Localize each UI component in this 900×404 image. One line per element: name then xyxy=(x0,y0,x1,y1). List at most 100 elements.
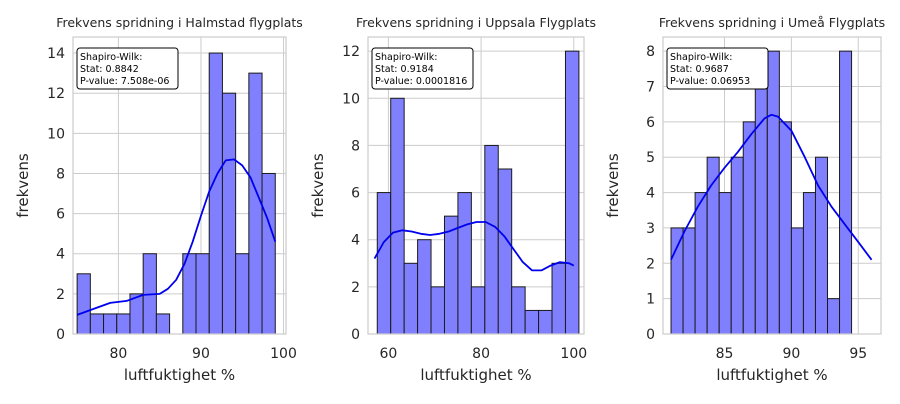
histogram-bar xyxy=(694,192,708,335)
y-tick-label: 12 xyxy=(47,86,65,102)
y-axis-label: frekvens xyxy=(604,153,622,218)
x-tick-label: 85 xyxy=(716,346,734,362)
y-tick-label: 0 xyxy=(56,327,65,343)
kde-line xyxy=(670,113,873,261)
x-tick-label: 100 xyxy=(560,346,587,362)
histogram-bar xyxy=(116,313,131,335)
histogram-bar xyxy=(564,50,580,335)
y-tick-label: 3 xyxy=(646,221,655,237)
x-axis-label: luftfuktighet % xyxy=(124,366,235,384)
y-tick-label: 4 xyxy=(646,186,655,202)
y-tick-label: 6 xyxy=(351,186,360,202)
y-tick-label: 8 xyxy=(351,138,360,154)
axes-frame xyxy=(367,36,585,335)
x-tick-label: 80 xyxy=(109,346,127,362)
y-tick-label: 8 xyxy=(646,44,655,60)
histogram-bar xyxy=(742,121,756,335)
stats-annotation-box xyxy=(371,47,474,90)
stats-annotation-line: Stat: 0.9687 xyxy=(670,64,729,75)
histogram-bar xyxy=(718,192,732,335)
histogram-bar xyxy=(390,97,405,335)
x-tick-label: 95 xyxy=(849,346,867,362)
histogram-bar xyxy=(208,52,223,335)
histogram-bar xyxy=(195,253,210,335)
histogram-bar xyxy=(376,192,392,335)
y-tick-label: 2 xyxy=(351,280,360,296)
histogram-bar xyxy=(682,227,696,335)
histogram-bar xyxy=(155,313,171,335)
histogram-bar xyxy=(235,253,250,335)
x-tick-label: 60 xyxy=(379,346,397,362)
y-tick-label: 2 xyxy=(56,287,65,303)
x-tick-label: 80 xyxy=(472,346,490,362)
histogram-bar xyxy=(430,286,445,335)
histogram-bar xyxy=(730,156,744,335)
histogram-bar xyxy=(443,215,459,335)
y-tick-label: 6 xyxy=(56,207,65,223)
y-tick-label: 0 xyxy=(351,327,360,343)
histogram-bar xyxy=(182,253,197,335)
histogram-bar xyxy=(551,262,566,335)
stats-annotation-line: P-value: 0.0001816 xyxy=(375,76,467,87)
histogram-bar xyxy=(524,309,540,335)
x-tick-label: 90 xyxy=(192,346,210,362)
chart-title: Frekvens spridning i Umeå Flygplats xyxy=(659,15,885,30)
stats-annotation-line: Stat: 0.9184 xyxy=(375,64,434,75)
y-tick-label: 6 xyxy=(646,115,655,131)
y-tick-label: 12 xyxy=(342,44,360,60)
chart-title: Frekvens spridning i Uppsala Flygplats xyxy=(356,15,596,30)
chart-panel-1: 0 2 4 6 8 10 12 14 80 90 100 Frekvens spridning i H… xyxy=(14,15,303,384)
chart-panel-2: 0 2 4 6 8 10 12 60 80 100 Frekvens spridning i Upp… xyxy=(309,15,596,384)
histogram-bar xyxy=(790,227,804,335)
stats-annotation-line: P-value: 0.06953 xyxy=(670,76,750,87)
stats-annotation-line: Stat: 0.8842 xyxy=(80,64,139,75)
y-tick-label: 0 xyxy=(646,327,655,343)
stats-annotation-line: Shapiro-Wilk: xyxy=(670,52,732,63)
histogram-bar xyxy=(221,92,237,335)
histogram-bar xyxy=(766,50,780,335)
x-axis-label: luftfuktighet % xyxy=(716,366,827,384)
histogram-bar xyxy=(89,313,105,335)
histogram-bar xyxy=(497,168,513,335)
x-tick-label: 90 xyxy=(782,346,800,362)
y-tick-label: 7 xyxy=(646,80,655,96)
y-tick-label: 5 xyxy=(646,150,655,166)
kde-line xyxy=(76,158,277,316)
axes-frame xyxy=(72,36,287,335)
histogram-bar xyxy=(261,172,276,335)
histogram-bar xyxy=(802,192,816,335)
histogram-bar xyxy=(76,273,91,335)
histogram-bar xyxy=(457,192,472,335)
histogram-bar xyxy=(511,286,526,335)
chart-panel-3: 0 1 2 3 4 5 6 7 8 85 90 95 Frekvens spridning i Umeå… xyxy=(604,15,885,384)
y-tick-label: 2 xyxy=(646,256,655,272)
y-axis-label: frekvens xyxy=(14,153,32,218)
stats-annotation-line: Shapiro-Wilk: xyxy=(80,52,142,63)
y-tick-label: 4 xyxy=(351,233,360,249)
histogram-bar xyxy=(248,72,263,335)
histogram-bar xyxy=(827,298,841,335)
histogram-bar xyxy=(839,50,853,335)
kde-line xyxy=(373,221,575,272)
stats-annotation-box xyxy=(76,47,179,90)
stats-annotation-box xyxy=(666,47,769,90)
axes-frame xyxy=(662,36,882,335)
chart-title: Frekvens spridning i Halmstad flygplats xyxy=(56,15,303,30)
y-tick-label: 14 xyxy=(47,46,65,62)
y-tick-label: 8 xyxy=(56,166,65,182)
stats-annotation-line: Shapiro-Wilk: xyxy=(375,52,437,63)
y-tick-label: 1 xyxy=(646,292,655,308)
stats-annotation-line: P-value: 7.508e-06 xyxy=(80,76,169,87)
histogram-bar xyxy=(103,313,118,335)
x-tick-label: 100 xyxy=(270,346,297,362)
y-tick-label: 10 xyxy=(47,126,65,142)
histogram-bar xyxy=(778,121,792,335)
histogram-bar xyxy=(470,286,486,335)
histogram-bar xyxy=(670,227,684,335)
histogram-bar xyxy=(403,262,419,335)
y-tick-label: 10 xyxy=(342,91,360,107)
histogram-bar xyxy=(484,144,499,335)
x-axis-label: luftfuktighet % xyxy=(420,366,531,384)
